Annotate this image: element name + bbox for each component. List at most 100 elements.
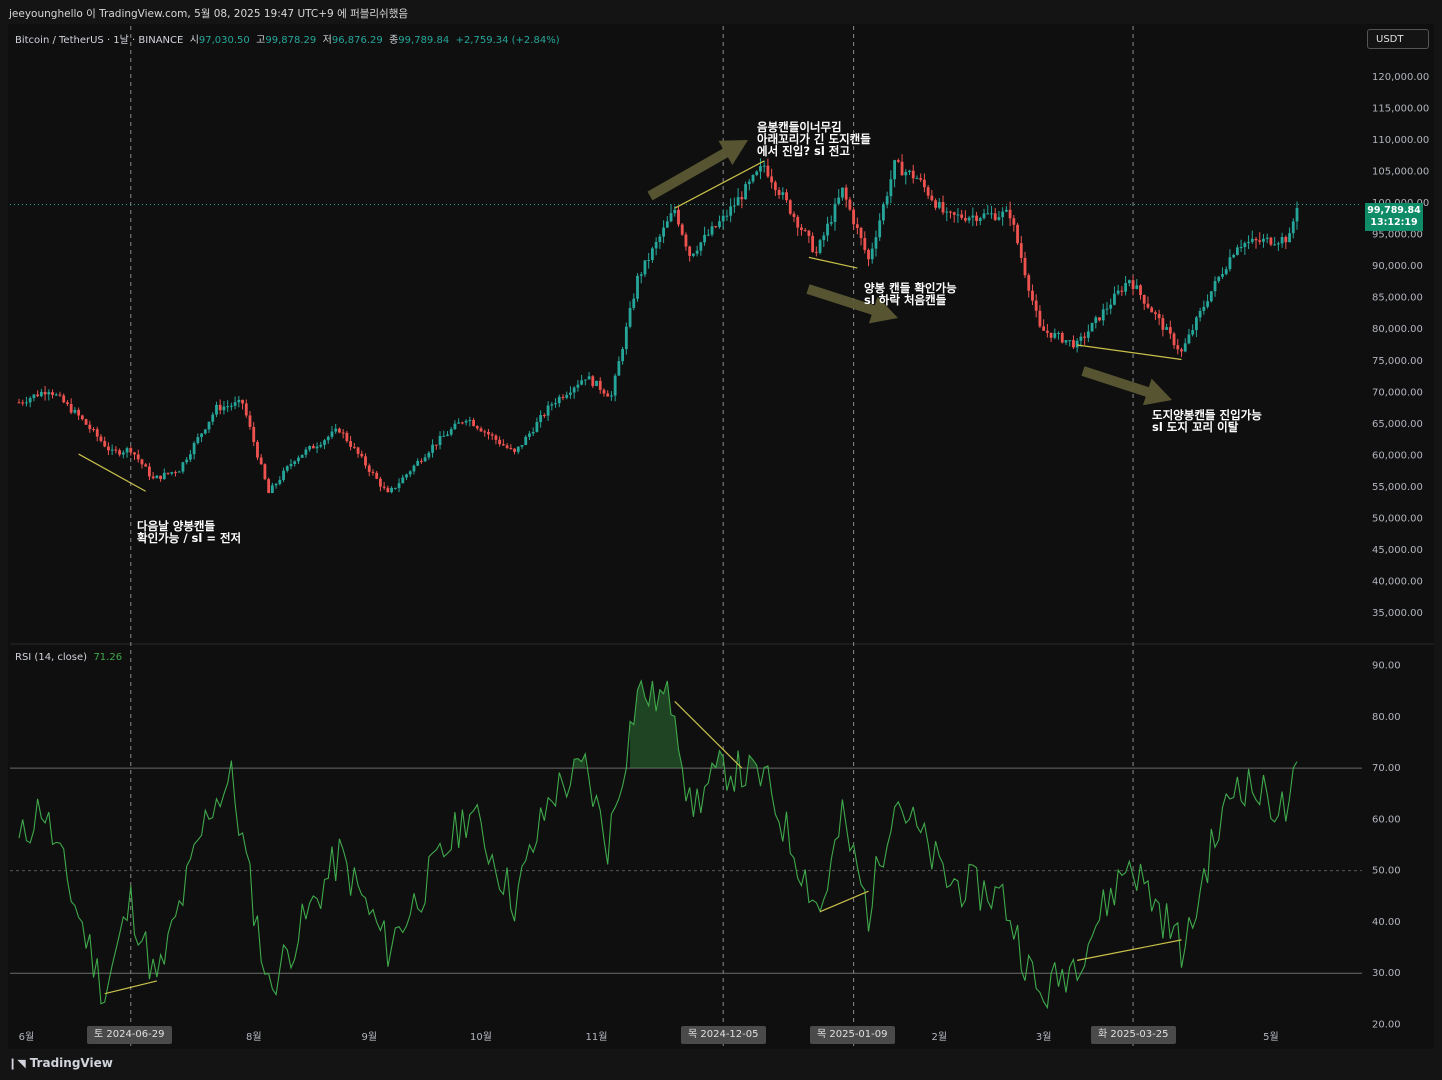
candle-body bbox=[781, 192, 785, 195]
candle-body bbox=[930, 195, 934, 201]
candle-body bbox=[62, 395, 66, 403]
publish-line: jeeyounghello 이 TradingView.com, 5월 08, … bbox=[9, 8, 409, 20]
time-axis-tick: 5월 bbox=[1263, 1031, 1279, 1043]
candle-body bbox=[375, 472, 379, 479]
candle-body bbox=[699, 242, 703, 251]
annotation-line: 에서 진입? sl 전고 bbox=[757, 144, 850, 158]
candle-body bbox=[472, 420, 475, 427]
candle-body bbox=[975, 215, 978, 222]
candle-body bbox=[84, 419, 88, 425]
candle-body bbox=[1001, 211, 1005, 218]
price-axis-tick: 45,000.00 bbox=[1372, 545, 1423, 556]
candle-body bbox=[233, 402, 237, 406]
tradingview-logo[interactable]: ❙◥ TradingView bbox=[8, 1056, 113, 1070]
candle-body bbox=[732, 205, 736, 207]
candle-body bbox=[270, 485, 274, 493]
candle-body bbox=[446, 434, 449, 436]
candle-body bbox=[151, 476, 155, 479]
candle-body bbox=[949, 211, 952, 213]
candle-body bbox=[963, 217, 967, 221]
candle-body bbox=[695, 250, 699, 254]
candle-body bbox=[1064, 340, 1068, 343]
candle-body bbox=[833, 203, 837, 223]
candle-body bbox=[77, 409, 81, 416]
candle-body bbox=[1183, 343, 1187, 352]
candle-body bbox=[155, 475, 159, 479]
candle-body bbox=[341, 432, 345, 434]
candle-body bbox=[1209, 291, 1213, 302]
annotation-line: sl 도지 꼬리 이탈 bbox=[1152, 420, 1239, 434]
annotation-text-4: 도지양봉캔들 진입가능 sl 도지 꼬리 이탈 bbox=[1152, 409, 1262, 433]
candle-body bbox=[654, 241, 658, 249]
candle-body bbox=[457, 422, 461, 424]
candle-body bbox=[99, 436, 103, 441]
candle-body bbox=[896, 160, 900, 162]
time-axis-tick: 10월 bbox=[470, 1031, 492, 1043]
close-value: 99,789.84 bbox=[398, 35, 450, 46]
candle-body bbox=[319, 444, 323, 447]
candle-body bbox=[773, 182, 777, 191]
candle-body bbox=[382, 486, 386, 488]
candle-body bbox=[632, 298, 636, 308]
candles bbox=[17, 154, 1299, 494]
candle-body bbox=[1053, 333, 1057, 338]
trendline bbox=[78, 453, 146, 492]
currency-button[interactable]: USDT bbox=[1367, 29, 1429, 49]
time-axis-tick: 8월 bbox=[246, 1031, 262, 1043]
time-axis-tick: 9월 bbox=[361, 1031, 377, 1043]
candle-body bbox=[416, 460, 420, 466]
candle-body bbox=[926, 187, 930, 196]
candle-body bbox=[58, 394, 62, 396]
candle-body bbox=[766, 165, 770, 177]
candle-body bbox=[509, 447, 513, 449]
candle-body bbox=[1202, 306, 1206, 311]
candle-body bbox=[125, 448, 129, 453]
rsi-value: 71.26 bbox=[93, 652, 123, 663]
candle-body bbox=[1090, 322, 1094, 332]
footer-bar bbox=[0, 1050, 1442, 1080]
candle-body bbox=[282, 470, 285, 480]
candle-body bbox=[364, 456, 367, 466]
candle-body bbox=[1239, 247, 1243, 249]
candle-body bbox=[874, 237, 878, 249]
crosshair-date-1: 토 2024-06-29 bbox=[87, 1026, 172, 1044]
candle-body bbox=[669, 213, 673, 222]
rsi-axis-tick: 90.00 bbox=[1372, 661, 1401, 672]
time-axis-tick: 3월 bbox=[1036, 1031, 1052, 1043]
candle-body bbox=[252, 426, 256, 443]
candle-body bbox=[706, 234, 710, 236]
candle-body bbox=[744, 184, 747, 200]
candle-body bbox=[725, 215, 729, 217]
candle-body bbox=[1004, 209, 1008, 212]
annotation-line: 도지양봉캔들 진입가능 bbox=[1152, 408, 1262, 422]
candle-body bbox=[729, 206, 733, 216]
candle-body bbox=[807, 230, 811, 236]
candle-body bbox=[688, 246, 692, 256]
candle-body bbox=[1176, 345, 1180, 350]
candle-body bbox=[554, 403, 557, 405]
candle-body bbox=[583, 379, 587, 381]
candle-body bbox=[762, 165, 766, 167]
candle-body bbox=[900, 161, 904, 176]
candle-body bbox=[263, 464, 267, 480]
candle-body bbox=[1273, 244, 1277, 246]
candle-body bbox=[1284, 236, 1288, 243]
candle-body bbox=[140, 459, 144, 465]
candle-body bbox=[867, 249, 870, 260]
candle-body bbox=[21, 402, 25, 404]
annotation-shapes bbox=[78, 140, 1182, 492]
candle-body bbox=[311, 446, 315, 449]
candle-body bbox=[580, 380, 584, 385]
candle-body bbox=[203, 429, 207, 434]
candle-body bbox=[677, 209, 680, 225]
candle-body bbox=[1105, 308, 1109, 310]
candle-body bbox=[95, 429, 99, 437]
rsi-axis-tick: 50.00 bbox=[1372, 866, 1401, 877]
candle-body bbox=[420, 460, 423, 462]
candle-body bbox=[811, 235, 815, 252]
candle-body bbox=[326, 436, 330, 441]
candle-body bbox=[718, 221, 721, 227]
rsi-trendline bbox=[819, 890, 869, 913]
candle-body bbox=[1180, 349, 1183, 352]
